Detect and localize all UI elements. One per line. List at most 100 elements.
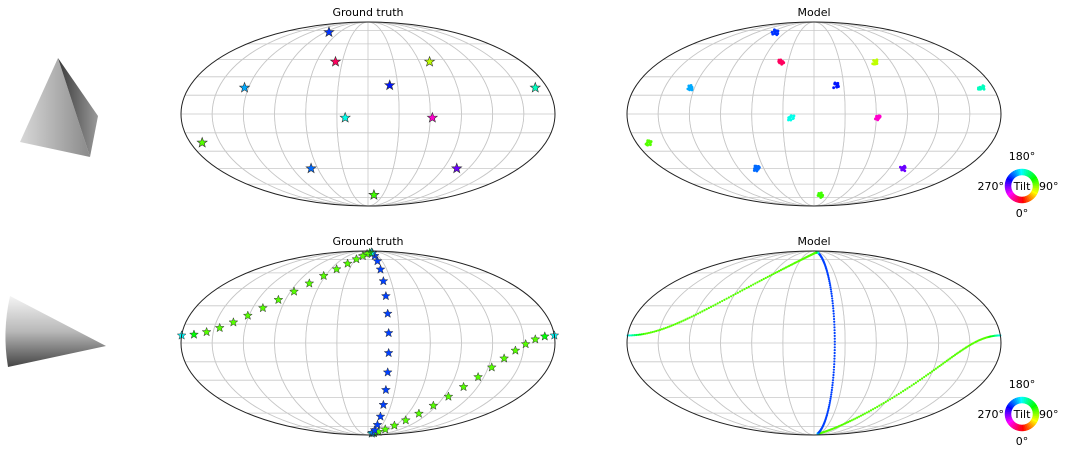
- dot-marker: [830, 388, 833, 392]
- dot-marker: [709, 305, 713, 308]
- dot-marker: [899, 391, 903, 394]
- dot-marker: [766, 275, 769, 279]
- dot-marker: [921, 377, 924, 380]
- colorwheel-left-label: 270°: [978, 408, 1005, 421]
- dot-marker: [640, 333, 643, 336]
- dot-marker: [827, 409, 830, 412]
- dot-marker: [714, 303, 717, 306]
- dot-marker: [651, 330, 654, 334]
- dot-marker: [642, 332, 645, 336]
- dot-marker: [831, 381, 834, 384]
- star-marker: [380, 290, 391, 301]
- star-marker: [382, 367, 393, 377]
- dot-marker: [857, 415, 861, 418]
- dot-marker: [854, 417, 857, 420]
- dot-marker: [833, 340, 836, 343]
- dot-marker: [649, 331, 652, 334]
- star-marker: [413, 408, 424, 418]
- dot-marker: [738, 290, 742, 293]
- globe-grid: [181, 250, 555, 436]
- cluster-marker: [686, 84, 694, 92]
- dot-marker: [827, 278, 831, 281]
- dot-marker: [833, 354, 836, 357]
- data-marks: [644, 28, 986, 199]
- star-marker: [342, 258, 353, 268]
- dot-marker: [827, 276, 830, 279]
- dot-marker: [897, 392, 900, 396]
- cluster-marker: [874, 114, 882, 122]
- dot-marker: [888, 398, 892, 401]
- dot-marker: [886, 399, 890, 402]
- dot-marker: [928, 371, 932, 374]
- star-marker: [329, 55, 342, 67]
- dot-marker: [776, 270, 779, 274]
- cluster-marker: [898, 164, 907, 173]
- dot-marker: [758, 280, 761, 283]
- dot-marker: [770, 273, 773, 276]
- dot-marker: [828, 403, 831, 406]
- star-marker: [331, 263, 342, 274]
- dot-marker: [721, 299, 724, 303]
- star-marker: [520, 338, 531, 349]
- dot-marker: [831, 386, 834, 389]
- dot-marker: [916, 380, 920, 383]
- dot-marker: [747, 285, 750, 288]
- dot-marker: [768, 274, 771, 277]
- dot-marker: [952, 354, 955, 358]
- dot-marker: [832, 307, 835, 310]
- dot-marker: [703, 309, 706, 312]
- dot-marker: [764, 276, 767, 280]
- dot-marker: [749, 284, 753, 287]
- star-marker: [458, 381, 469, 392]
- dot-marker: [832, 309, 835, 313]
- dot-marker: [833, 326, 836, 329]
- dot-marker: [936, 366, 939, 369]
- dot-marker: [707, 306, 710, 310]
- dot-marker: [727, 296, 730, 299]
- dot-marker: [660, 328, 664, 331]
- dot-marker: [906, 387, 909, 390]
- dot-marker: [957, 351, 960, 354]
- dot-marker: [657, 329, 660, 332]
- globe-grid: [181, 21, 555, 207]
- star-marker: [378, 399, 389, 410]
- dot-marker: [831, 304, 835, 307]
- cluster-marker: [752, 164, 761, 173]
- star-marker: [188, 329, 200, 339]
- dot-marker: [861, 413, 865, 416]
- dot-marker: [925, 374, 928, 377]
- dot-marker: [696, 312, 700, 315]
- dot-marker: [830, 292, 833, 295]
- colorwheel-center-label: Tilt: [1013, 408, 1031, 421]
- star-marker: [428, 400, 439, 410]
- dot-marker: [672, 323, 675, 327]
- colorwheel-bottom-label: 0°: [1016, 435, 1029, 448]
- star-marker: [380, 384, 391, 395]
- dot-marker: [847, 420, 850, 424]
- dot-marker: [902, 390, 905, 393]
- dot-marker: [736, 291, 739, 294]
- dot-marker: [718, 301, 722, 304]
- colorwheel-right-label: 90°: [1039, 408, 1059, 421]
- dot-marker: [867, 410, 871, 413]
- dot-marker: [831, 299, 834, 302]
- dot-marker: [828, 280, 831, 283]
- dot-marker: [934, 367, 937, 370]
- dot-marker: [833, 360, 836, 363]
- dot-marker: [874, 406, 877, 410]
- dot-marker: [833, 337, 836, 340]
- dot-marker: [830, 391, 833, 394]
- colorwheel-bottom-label: 0°: [1016, 207, 1029, 220]
- dot-marker: [859, 414, 863, 417]
- dot-marker: [734, 292, 737, 296]
- star-marker: [443, 391, 454, 401]
- dot-marker: [850, 419, 853, 422]
- dot-marker: [833, 343, 836, 346]
- dot-marker: [833, 329, 836, 332]
- dot-marker: [655, 329, 658, 333]
- dot-marker: [688, 316, 691, 319]
- dot-marker: [638, 333, 642, 336]
- dot-marker: [833, 334, 836, 337]
- star-marker: [273, 294, 284, 305]
